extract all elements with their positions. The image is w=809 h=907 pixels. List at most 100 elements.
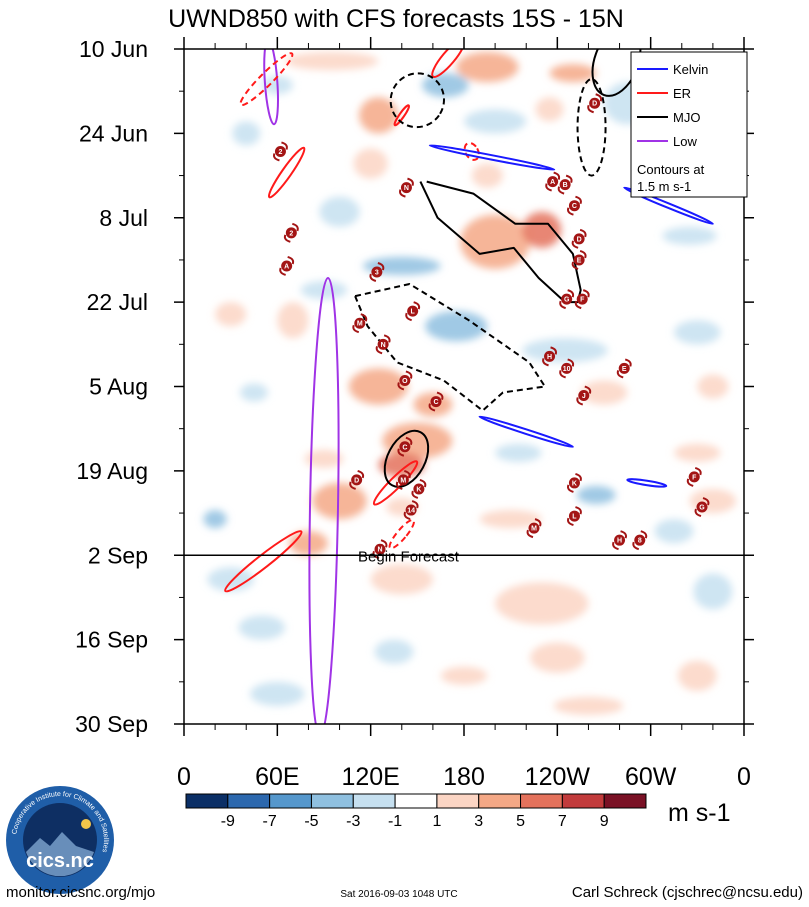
storm-marker-18: E [616,358,632,379]
anomaly-patch-13 [522,211,562,248]
colorbar-label-9: 9 [600,813,609,830]
storm-marker-7: D [571,228,587,249]
storm-label-12: F [580,297,585,304]
colorbar-box-2 [269,793,312,809]
anomaly-patch-22 [674,320,721,345]
storm-label-31: M [531,526,537,533]
colorbar-label-8: 7 [558,813,567,830]
storm-marker-20: J [576,385,592,406]
legend-label-kelvin: Kelvin [673,62,708,77]
storm-label-10: E [577,257,582,264]
anomaly-patch-15 [662,226,717,245]
storm-label-0: D [592,101,597,108]
y-tick-label-3: 22 Jul [87,289,148,315]
anomaly-field [203,52,737,715]
colorbar-box-9 [561,793,605,809]
storm-label-25: K [416,486,421,493]
kelvin-contour-15 [623,186,714,225]
anomaly-patch-38 [479,510,542,529]
storm-marker-0: D [587,93,603,114]
anomaly-patch-23 [348,368,409,405]
storm-label-24: M [400,477,406,484]
er-contour-9 [224,530,303,593]
legend-label-mjo: MJO [673,110,700,125]
y-tick-label-1: 24 Jun [79,120,148,146]
storm-label-28: 14 [407,508,415,515]
anomaly-patch-28 [382,422,453,459]
colorbar-label-4: -1 [388,813,402,830]
y-tick-label-8: 30 Sep [75,711,148,737]
x-tick-label-1: 60E [255,763,299,791]
storm-label-27: F [692,474,697,481]
storm-marker-15: N [375,334,391,355]
x-tick-label-3: 180 [443,763,485,791]
colorbar-box-0 [185,793,229,809]
storm-label-15: N [381,342,386,349]
begin-forecast-label: Begin Forecast [358,548,460,565]
y-tick-label-7: 16 Sep [75,627,148,653]
storm-marker-6: 2 [283,222,299,243]
storm-marker-2: N [399,177,414,198]
storm-marker-24: M [395,469,411,490]
anomaly-patch-9 [232,121,261,146]
storm-marker-8: A [279,256,295,276]
er-contour-2 [239,52,294,107]
storm-label-5: C [572,203,577,210]
storm-label-18: E [622,366,627,373]
storm-marker-32: H [612,530,627,551]
storm-marker-25: K [411,478,427,499]
anomaly-patch-20 [425,311,488,342]
x-tick-label-4: 120W [525,763,591,791]
mjo-contour-13 [383,429,430,488]
anomaly-patch-40 [654,519,694,544]
anomaly-patch-18 [277,302,309,339]
low-contour-0 [263,49,279,126]
anomaly-patch-37 [203,510,227,529]
storm-label-29: G [699,505,705,512]
storm-label-3: A [550,179,555,186]
colorbar-box-8 [520,793,563,809]
storm-label-22: C [402,444,407,451]
colorbar: -9 -7 -5 -3 -1 1 3 5 7 9 [185,793,647,830]
storm-label-7: D [577,236,582,243]
colorbar-box-5 [394,793,438,809]
colorbar-box-7 [478,793,522,809]
anomaly-patch-5 [535,97,564,122]
legend: Kelvin ER MJO Low Contours at 1.5 m s-1 [630,51,748,198]
y-tick-label-6: 2 Sep [88,542,148,568]
storm-marker-21: C [428,391,444,412]
storm-marker-12: F [574,289,590,310]
storm-marker-19: O [397,370,413,391]
storm-markers: D 2 N A B C 2 D A 3 E G F L M N H 10 E O J C C D M K K F 14 G L M H 8 N [273,93,710,560]
storm-label-19: O [402,378,408,385]
colorbar-label-3: -3 [346,813,360,830]
anomaly-patch-10 [353,148,388,179]
chart-title: UWND850 with CFS forecasts 15S - 15N [168,5,624,33]
storm-marker-31: M [526,518,542,539]
storm-marker-10: E [571,249,587,270]
wave-contours [224,49,714,724]
storm-label-16: H [547,354,552,361]
logo-text: cics.nc [26,850,94,872]
anomaly-patch-0 [549,64,597,83]
colorbar-label-1: -7 [263,813,277,830]
anomaly-patch-32 [674,443,721,462]
anomaly-patch-45 [238,615,286,640]
anomaly-patch-16 [362,256,441,276]
storm-label-13: L [411,309,416,316]
y-tick-label-0: 10 Jun [79,36,148,62]
storm-label-17: 10 [563,366,571,373]
x-tick-label-5: 60W [625,763,677,791]
storm-label-33: 8 [638,538,642,545]
colorbar-label-7: 5 [516,813,525,830]
anomaly-patch-1 [456,52,519,83]
legend-label-low: Low [673,134,697,149]
colorbar-label-6: 3 [474,813,483,830]
storm-label-8: A [284,263,289,270]
storm-marker-28: 14 [403,500,419,521]
storm-marker-5: C [567,195,582,216]
anomaly-patch-33 [312,482,367,520]
storm-marker-17: 10 [559,358,575,379]
y-tick-label-5: 19 Aug [76,458,148,484]
storm-marker-33: 8 [632,530,648,551]
